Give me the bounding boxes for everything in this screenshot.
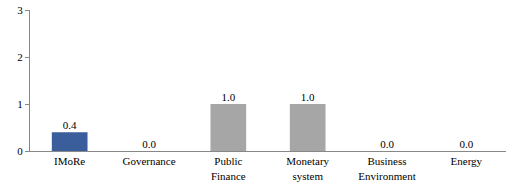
svg-text:3: 3 bbox=[17, 4, 23, 16]
svg-text:0.4: 0.4 bbox=[63, 119, 77, 131]
svg-text:1: 1 bbox=[17, 98, 23, 110]
svg-text:0.0: 0.0 bbox=[142, 138, 156, 150]
svg-text:Monetarysystem: Monetarysystem bbox=[286, 155, 329, 181]
svg-text:BusinessEnvironment: BusinessEnvironment bbox=[358, 155, 415, 181]
svg-text:2: 2 bbox=[17, 51, 23, 63]
svg-text:1.0: 1.0 bbox=[301, 91, 315, 103]
svg-text:Governance: Governance bbox=[122, 155, 175, 167]
svg-text:0: 0 bbox=[17, 145, 23, 157]
svg-text:Energy: Energy bbox=[451, 155, 483, 167]
svg-text:0.0: 0.0 bbox=[459, 138, 473, 150]
svg-text:0.0: 0.0 bbox=[380, 138, 394, 150]
svg-text:PublicFinance: PublicFinance bbox=[211, 155, 246, 181]
svg-text:IMoRe: IMoRe bbox=[54, 155, 85, 167]
svg-text:1.0: 1.0 bbox=[221, 91, 235, 103]
